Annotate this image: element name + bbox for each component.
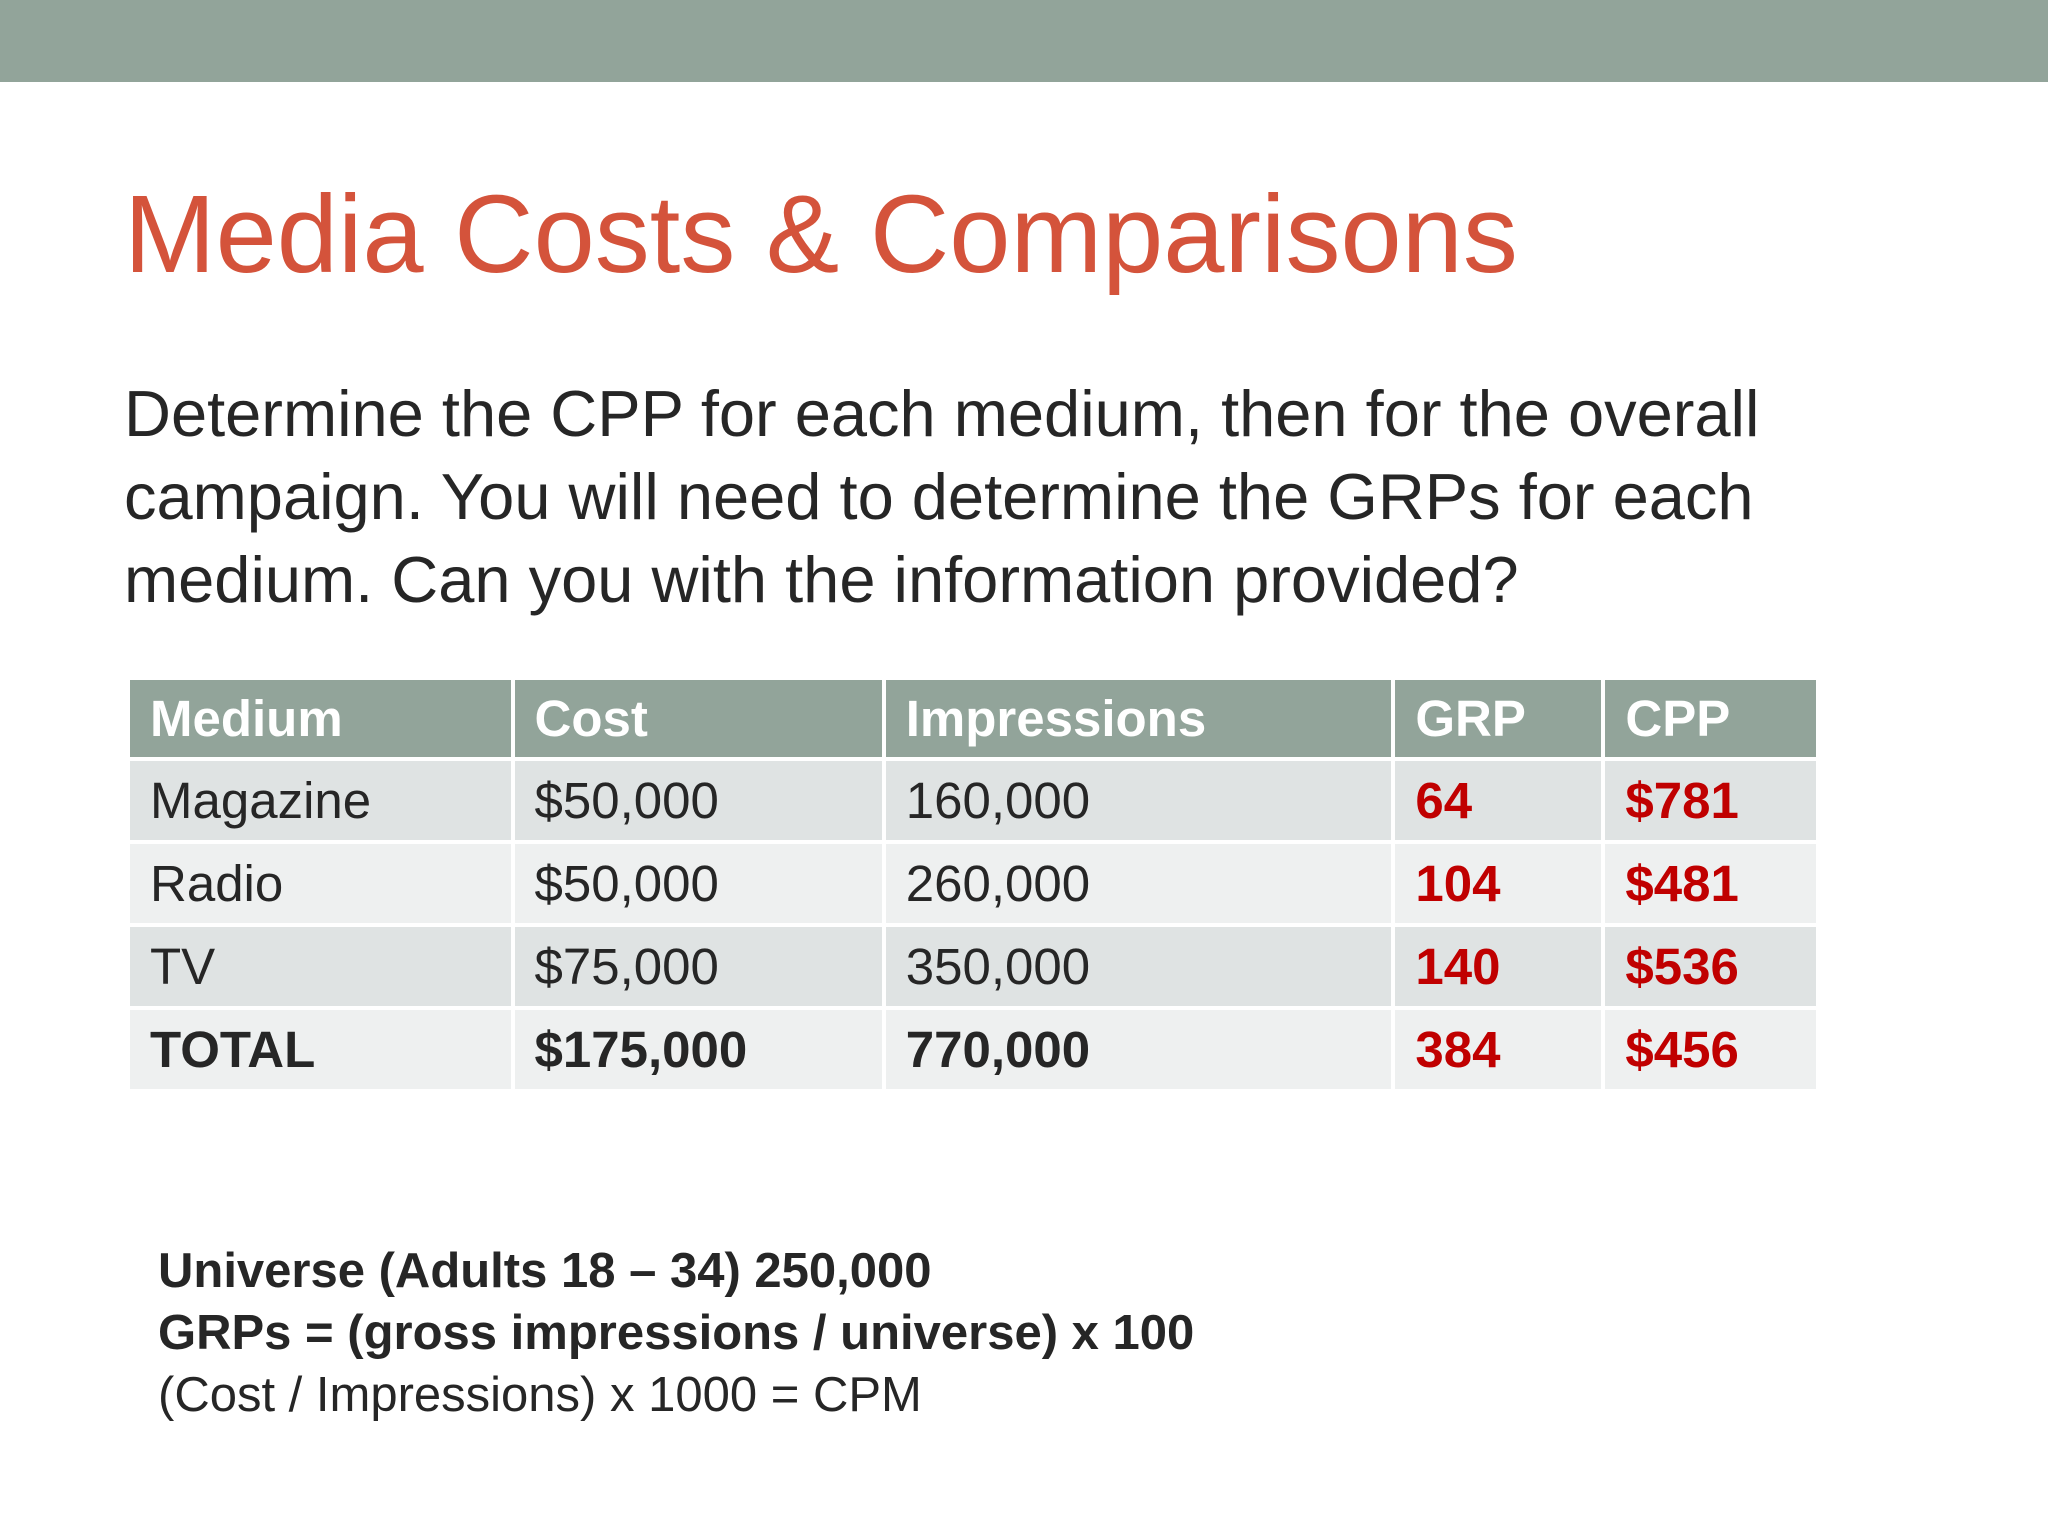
- slide-body-text: Determine the CPP for each medium, then …: [124, 377, 1760, 616]
- header-cpp: CPP: [1605, 680, 1816, 757]
- table-row: Radio $50,000 260,000 104 $481: [130, 844, 1816, 923]
- header-impressions: Impressions: [885, 680, 1392, 757]
- cell-grp: 384: [1395, 1010, 1602, 1089]
- header-cost: Cost: [514, 680, 882, 757]
- cell-impressions: 770,000: [885, 1010, 1392, 1089]
- cell-cpp: $481: [1605, 844, 1816, 923]
- media-cost-table: Medium Cost Impressions GRP CPP Magazine…: [126, 676, 1820, 1093]
- slide-title: Media Costs & Comparisons: [124, 173, 1518, 296]
- grp-formula-note: GRPs = (gross impressions / universe) x …: [158, 1306, 1195, 1360]
- header-medium: Medium: [130, 680, 511, 757]
- cell-grp: 140: [1395, 927, 1602, 1006]
- cell-cost: $50,000: [514, 844, 882, 923]
- cell-cost: $75,000: [514, 927, 882, 1006]
- cell-medium: Magazine: [130, 761, 511, 840]
- cell-cost: $50,000: [514, 761, 882, 840]
- cell-impressions: 160,000: [885, 761, 1392, 840]
- cell-grp: 104: [1395, 844, 1602, 923]
- table-row: TV $75,000 350,000 140 $536: [130, 927, 1816, 1006]
- cell-grp: 64: [1395, 761, 1602, 840]
- formula-notes: Universe (Adults 18 – 34) 250,000 GRPs =…: [158, 1240, 1194, 1426]
- cell-cpp: $536: [1605, 927, 1816, 1006]
- top-accent-bar: [0, 0, 2048, 82]
- cell-medium: TOTAL: [130, 1010, 511, 1089]
- cpm-formula-note: (Cost / Impressions) x 1000 = CPM: [158, 1368, 922, 1422]
- table-row: Magazine $50,000 160,000 64 $781: [130, 761, 1816, 840]
- cell-impressions: 350,000: [885, 927, 1392, 1006]
- universe-note: Universe (Adults 18 – 34) 250,000: [158, 1244, 932, 1298]
- table-header-row: Medium Cost Impressions GRP CPP: [130, 680, 1816, 757]
- cell-cpp: $781: [1605, 761, 1816, 840]
- table-total-row: TOTAL $175,000 770,000 384 $456: [130, 1010, 1816, 1089]
- cell-medium: Radio: [130, 844, 511, 923]
- cell-medium: TV: [130, 927, 511, 1006]
- cell-cost: $175,000: [514, 1010, 882, 1089]
- cell-impressions: 260,000: [885, 844, 1392, 923]
- cell-cpp: $456: [1605, 1010, 1816, 1089]
- header-grp: GRP: [1395, 680, 1602, 757]
